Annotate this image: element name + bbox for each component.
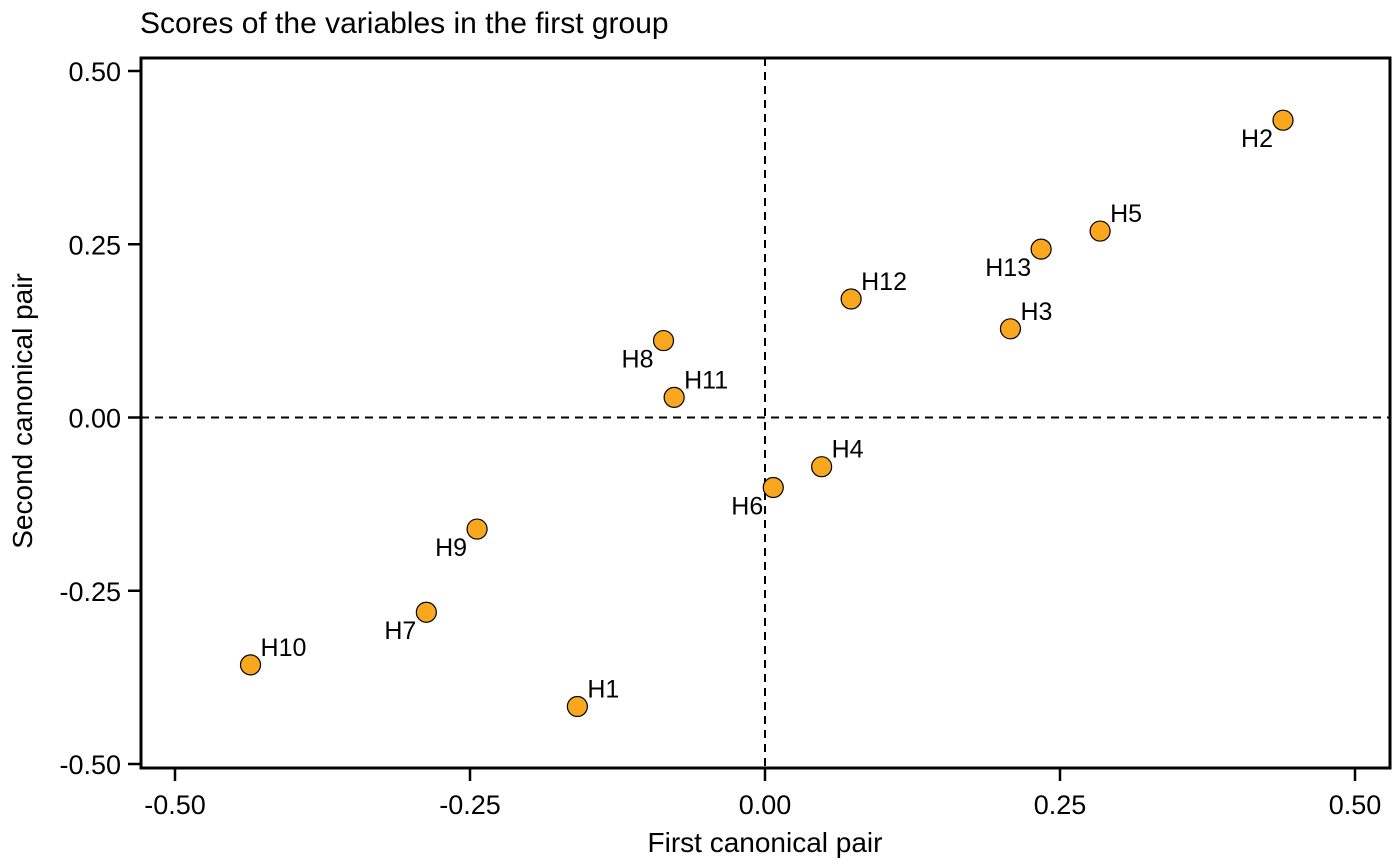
- data-point: [652, 329, 675, 352]
- y-tick-label: -0.50: [59, 750, 121, 780]
- data-point: [1030, 238, 1052, 260]
- x-tick-label: 0.50: [1329, 790, 1382, 820]
- plot-frame: [139, 56, 1392, 770]
- axis-lines: [128, 69, 1357, 781]
- chart-title: Scores of the variables in the first gro…: [140, 7, 669, 40]
- y-tick-label: 0.25: [68, 230, 121, 260]
- data-point: [415, 601, 437, 623]
- point-label: H5: [1110, 200, 1142, 228]
- x-tick-label: 0.00: [739, 790, 792, 820]
- point-label: H8: [622, 346, 654, 374]
- data-point: [999, 318, 1022, 340]
- point-label: H12: [861, 268, 907, 296]
- y-axis-label: Second canonical pair: [7, 273, 38, 549]
- data-point: [762, 476, 784, 499]
- y-tick-label: 0.00: [68, 404, 121, 434]
- point-label: H6: [731, 492, 763, 520]
- data-point: [811, 456, 833, 478]
- x-tick-label: 0.25: [1034, 790, 1087, 820]
- point-label: H4: [832, 436, 864, 464]
- point-label: H11: [684, 366, 728, 394]
- point-label: H2: [1241, 125, 1273, 153]
- data-point: [1089, 220, 1111, 242]
- point-label: H3: [1020, 298, 1052, 326]
- data-point: [1272, 109, 1294, 131]
- data-points: [239, 109, 1294, 718]
- point-label: H7: [384, 617, 416, 645]
- x-tick-label: -0.50: [144, 790, 206, 820]
- reference-lines: [141, 58, 1390, 768]
- data-point: [840, 288, 862, 310]
- x-axis-label: First canonical pair: [648, 827, 883, 858]
- y-tick-label: -0.25: [59, 577, 121, 607]
- data-point: [566, 695, 588, 718]
- data-point: [466, 518, 488, 540]
- x-tick-label: -0.25: [439, 790, 501, 820]
- data-point: [663, 386, 685, 409]
- point-label: H13: [985, 254, 1031, 282]
- point-label: H10: [261, 634, 307, 662]
- point-label: H9: [435, 534, 467, 562]
- point-label: H1: [587, 675, 619, 703]
- point-labels: H1 H2 H3 H4 H5 H6 H7 H8 H9 H10 H11 H12 H13: [261, 125, 1274, 703]
- y-tick-label: 0.50: [68, 57, 121, 87]
- data-point: [239, 654, 262, 676]
